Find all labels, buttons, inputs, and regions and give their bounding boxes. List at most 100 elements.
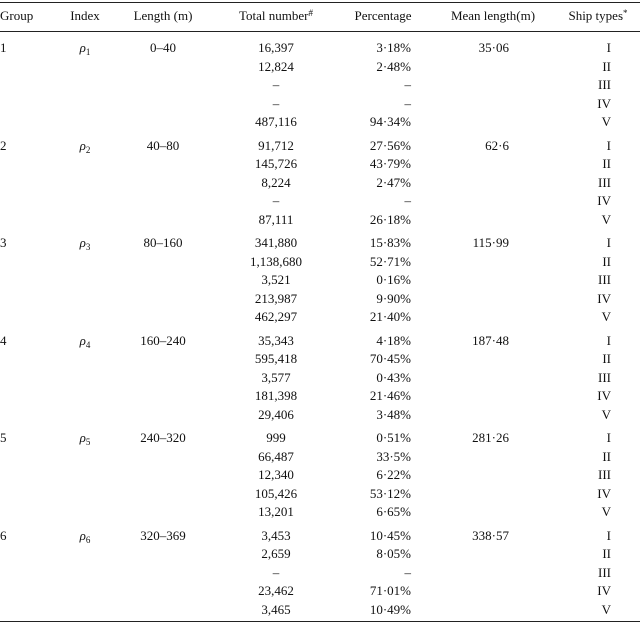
total-number: 487,116 bbox=[255, 114, 297, 129]
percentage: 4·18% bbox=[376, 332, 411, 348]
ship-type: I bbox=[606, 430, 611, 445]
total-number: – bbox=[272, 193, 280, 208]
header-cell: Group bbox=[0, 8, 34, 23]
group-number: 6 bbox=[0, 527, 7, 543]
total-number: – bbox=[272, 95, 280, 111]
header-text: Total number bbox=[239, 8, 309, 23]
ship-type: III bbox=[598, 467, 611, 482]
ship-type: I bbox=[606, 235, 611, 250]
percentage: 0·51% bbox=[376, 430, 411, 445]
percentage: 6·65% bbox=[376, 504, 411, 519]
index-subscript: 5 bbox=[85, 437, 91, 447]
index-subscript: 1 bbox=[85, 47, 91, 57]
percentage: 52·71% bbox=[369, 253, 411, 269]
total-number: – bbox=[272, 564, 280, 580]
total-number: 16,397 bbox=[258, 40, 294, 55]
percentage: 70·45% bbox=[369, 351, 411, 366]
ship-type: II bbox=[602, 448, 611, 464]
percentage: – bbox=[404, 564, 412, 580]
percentage: 71·01% bbox=[369, 583, 411, 598]
mean-length: 281·26 bbox=[472, 430, 509, 445]
total-number: 3,521 bbox=[261, 272, 291, 287]
index-subscript: 2 bbox=[85, 144, 91, 155]
percentage: 10·45% bbox=[369, 527, 411, 543]
index-letter: ρ bbox=[79, 527, 86, 543]
ship-type: II bbox=[602, 253, 611, 269]
mean-length: 35·06 bbox=[478, 40, 509, 55]
total-number: 3,465 bbox=[261, 601, 291, 617]
group-number: 4 bbox=[0, 332, 7, 348]
total-number: 105,426 bbox=[254, 485, 298, 501]
group-number: 5 bbox=[0, 430, 7, 445]
percentage: 53·12% bbox=[369, 485, 411, 501]
percentage: 26·18% bbox=[369, 211, 411, 227]
header-rule bbox=[0, 31, 640, 32]
index-symbol: ρ1 bbox=[0, 40, 185, 57]
ship-type: V bbox=[601, 309, 611, 324]
percentage: 0·43% bbox=[376, 369, 411, 385]
index-symbol: ρ3 bbox=[0, 235, 185, 252]
percentage: 15·83% bbox=[369, 235, 411, 250]
total-number: 13,201 bbox=[258, 504, 294, 519]
header-cell: Mean length(m) bbox=[450, 8, 536, 23]
bottom-rule bbox=[0, 621, 640, 622]
total-number: 213,987 bbox=[254, 290, 298, 306]
length-range: 80–160 bbox=[143, 235, 183, 250]
ship-type: III bbox=[598, 174, 611, 190]
percentage: 3·18% bbox=[376, 40, 411, 55]
percentage: 94·34% bbox=[369, 114, 411, 129]
percentage: 21·40% bbox=[369, 309, 411, 324]
ship-type: V bbox=[601, 504, 611, 519]
index-letter: ρ bbox=[79, 40, 86, 55]
index-subscript: 6 bbox=[85, 534, 91, 545]
percentage: 8·05% bbox=[376, 546, 411, 561]
percentage: 9·90% bbox=[376, 290, 411, 306]
percentage: 2·48% bbox=[376, 58, 411, 74]
percentage: – bbox=[404, 77, 412, 92]
index-subscript: 3 bbox=[85, 242, 91, 252]
length-range: 160–240 bbox=[140, 332, 186, 348]
group-number: 1 bbox=[0, 40, 7, 55]
total-number: 12,824 bbox=[258, 58, 294, 74]
total-number: 23,462 bbox=[258, 583, 294, 598]
percentage: 3·48% bbox=[376, 406, 411, 422]
total-number: 341,880 bbox=[254, 235, 298, 250]
index-letter: ρ bbox=[79, 235, 86, 250]
percentage: – bbox=[404, 95, 412, 111]
index-symbol: ρ5 bbox=[0, 430, 185, 447]
ship-type: I bbox=[606, 332, 611, 348]
index-letter: ρ bbox=[79, 430, 86, 445]
total-number: 181,398 bbox=[254, 388, 298, 403]
ship-type: V bbox=[601, 211, 611, 227]
total-number: 1,138,680 bbox=[250, 253, 302, 269]
total-number: 66,487 bbox=[258, 448, 294, 464]
ship-type: I bbox=[606, 137, 611, 153]
index-letter: ρ bbox=[79, 137, 86, 153]
header-superscript: # bbox=[308, 8, 314, 18]
top-rule bbox=[0, 2, 640, 3]
percentage: 21·46% bbox=[369, 388, 411, 403]
total-number: 35,343 bbox=[258, 332, 294, 348]
total-number: – bbox=[272, 77, 280, 92]
header-cell: Total number# bbox=[176, 8, 376, 24]
total-number: 595,418 bbox=[254, 351, 298, 366]
length-range: 320–369 bbox=[140, 527, 186, 543]
group-number: 3 bbox=[0, 235, 7, 250]
total-number: 29,406 bbox=[258, 406, 294, 422]
length-range: 0–40 bbox=[150, 40, 176, 55]
header-cell: Percentage bbox=[354, 8, 412, 23]
ship-type: II bbox=[602, 58, 611, 74]
ship-type: IV bbox=[597, 583, 611, 598]
ship-type: II bbox=[602, 546, 611, 561]
ship-type: IV bbox=[597, 290, 611, 306]
total-number: 12,340 bbox=[258, 467, 294, 482]
ship-type: I bbox=[606, 527, 611, 543]
ship-type: III bbox=[598, 77, 611, 92]
total-number: 3,577 bbox=[261, 369, 291, 385]
mean-length: 187·48 bbox=[472, 332, 509, 348]
total-number: 87,111 bbox=[258, 211, 294, 227]
percentage: 2·47% bbox=[376, 174, 411, 190]
total-number: 2,659 bbox=[261, 546, 291, 561]
header-cell: Ship types* bbox=[498, 8, 640, 24]
